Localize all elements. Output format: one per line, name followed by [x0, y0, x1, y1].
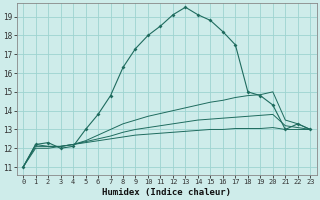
X-axis label: Humidex (Indice chaleur): Humidex (Indice chaleur) [102, 188, 231, 197]
